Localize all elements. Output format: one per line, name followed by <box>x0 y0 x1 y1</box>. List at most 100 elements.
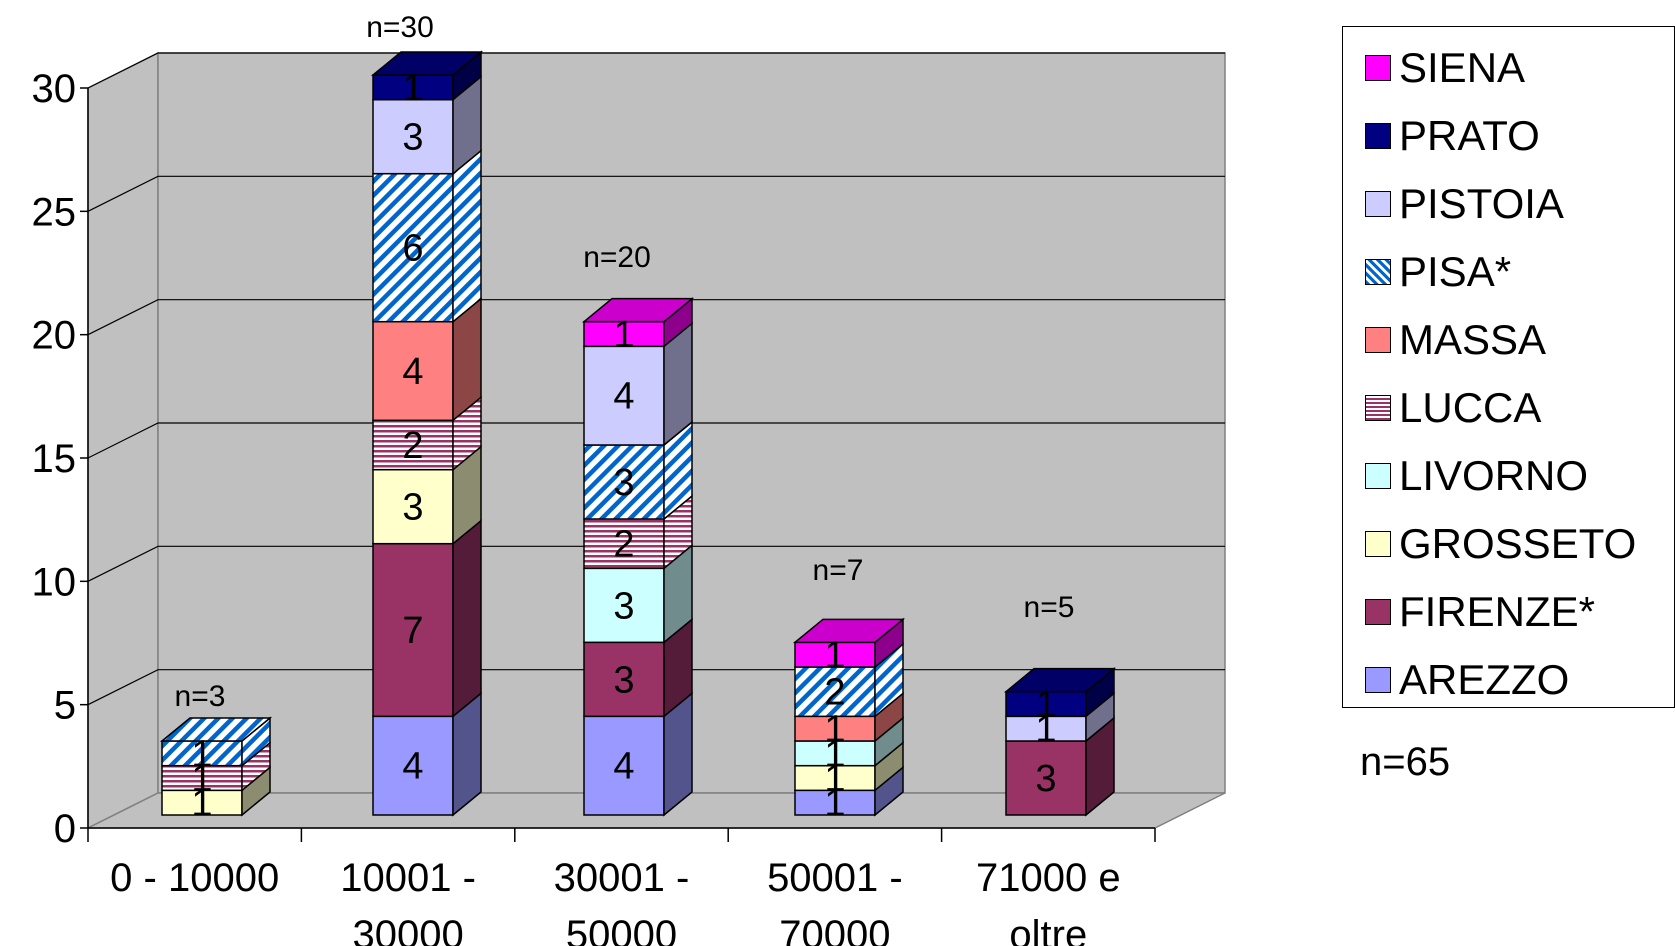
x-tick-label: 71000 e <box>976 856 1121 900</box>
legend-swatch <box>1365 463 1391 489</box>
total-label: n=7 <box>813 554 864 587</box>
bar-front <box>161 789 243 816</box>
bar-segment-arezzo <box>583 691 693 817</box>
legend-label: PISTOIA <box>1399 180 1564 227</box>
bar-side <box>452 149 482 324</box>
data-label: 3 <box>613 585 634 627</box>
gridline <box>87 175 1225 212</box>
legend-label: MASSA <box>1399 316 1547 363</box>
data-label: 4 <box>613 376 634 418</box>
legend-label: PRATO <box>1399 112 1540 159</box>
data-label: 1 <box>824 733 845 775</box>
bar-segment-grosseto <box>794 741 904 792</box>
data-label: 3 <box>402 487 423 529</box>
legend-item: PISTOIA <box>1365 174 1564 234</box>
legend-swatch <box>1365 259 1391 285</box>
x-tick-label: 30001 - <box>554 856 690 900</box>
legend-label: PISA* <box>1399 248 1512 295</box>
data-label: 1 <box>191 783 212 825</box>
bar-segment-grosseto <box>161 765 271 817</box>
bar-front <box>372 74 454 101</box>
data-label: 4 <box>402 746 423 788</box>
legend-label: AREZZO <box>1399 656 1570 703</box>
data-label: 2 <box>824 672 845 714</box>
legend-swatch <box>1365 599 1391 625</box>
y-tick-label: 5 <box>54 684 76 728</box>
y-tick-label: 15 <box>32 437 77 481</box>
total-label: n=5 <box>1024 591 1075 624</box>
bar-front <box>372 172 454 323</box>
legend-swatch <box>1365 531 1391 557</box>
legend-item: MASSA <box>1365 310 1546 370</box>
bar-segment-lucca <box>583 494 693 570</box>
bar-segment-pistoia <box>583 321 693 447</box>
legend-item: PISA* <box>1365 242 1511 302</box>
legend-swatch <box>1365 191 1391 217</box>
legend-swatch <box>1365 327 1391 353</box>
legend-label: GROSSETO <box>1399 520 1637 567</box>
x-tick-label: oltre <box>1009 913 1087 946</box>
bar-front <box>583 518 665 570</box>
bar-segment-arezzo <box>372 691 482 817</box>
total-note: n=65 <box>1360 740 1451 784</box>
gridline <box>87 545 1225 582</box>
legend-label: SIENA <box>1399 44 1526 91</box>
bar-segment-firenze <box>1005 716 1115 817</box>
legend-item: AREZZO <box>1365 650 1569 710</box>
data-label: 4 <box>402 351 423 393</box>
data-label: 4 <box>613 746 634 788</box>
legend-swatch <box>1365 395 1391 421</box>
total-label: n=3 <box>175 680 226 713</box>
bar-segment-pisa <box>161 716 271 768</box>
legend-label: LUCCA <box>1399 384 1542 431</box>
legend-item: GROSSETO <box>1365 514 1636 574</box>
bar-top <box>1003 667 1117 693</box>
labels: 0 5 10 15 20 25 30 0 - 10000 10001 - 30000 30001 -… <box>32 11 1121 946</box>
bar-front <box>583 320 665 348</box>
x-tick-label: 50000 <box>566 913 677 946</box>
data-label: 1 <box>1035 684 1056 726</box>
data-label: 1 <box>191 758 212 800</box>
bar-top <box>581 297 695 323</box>
x-tick-label: 70000 <box>779 913 890 946</box>
legend-swatch <box>1365 123 1391 149</box>
legend-swatch <box>1365 55 1391 81</box>
bars <box>159 50 1117 817</box>
gridline <box>87 422 1225 459</box>
data-label: 1 <box>402 67 423 109</box>
y-tick-label: 25 <box>32 190 77 234</box>
bar-segment-prato <box>1005 667 1115 718</box>
gridlines <box>87 52 1225 706</box>
bar-top <box>792 618 906 644</box>
data-label: 3 <box>1035 758 1056 800</box>
y-tick-label: 30 <box>32 67 77 111</box>
data-label: 7 <box>402 610 423 652</box>
legend-item: LIVORNO <box>1365 446 1588 506</box>
data-label: 1 <box>824 758 845 800</box>
data-label: 1 <box>613 314 634 356</box>
bar-top <box>159 717 273 742</box>
bar-segment-prato <box>372 50 482 102</box>
total-label: n=20 <box>583 241 651 274</box>
legend-item: PRATO <box>1365 106 1540 166</box>
legend-item: SIENA <box>1365 38 1525 98</box>
legend-swatch <box>1365 667 1391 693</box>
bar-top <box>370 51 484 76</box>
bar-front <box>583 715 665 816</box>
legend: SIENA PRATO PISTOIA PISA* MASSA LUCCA LIVORNO G… <box>1342 26 1675 708</box>
bar-front <box>372 542 454 718</box>
legend-label: FIRENZE* <box>1399 588 1596 635</box>
y-tick-label: 10 <box>32 560 77 604</box>
bar-front <box>794 666 876 718</box>
bar-segment-livorno <box>583 543 693 644</box>
legend-item: LUCCA <box>1365 378 1541 438</box>
data-label: 3 <box>613 659 634 701</box>
x-tick-label: 10001 - <box>340 856 476 900</box>
data-label: 1 <box>824 709 845 751</box>
bar-front <box>794 764 876 792</box>
gridline <box>87 299 1225 336</box>
bar-segment-pistoia <box>372 75 482 176</box>
data-label: 3 <box>613 462 634 504</box>
bar-side <box>452 519 482 718</box>
